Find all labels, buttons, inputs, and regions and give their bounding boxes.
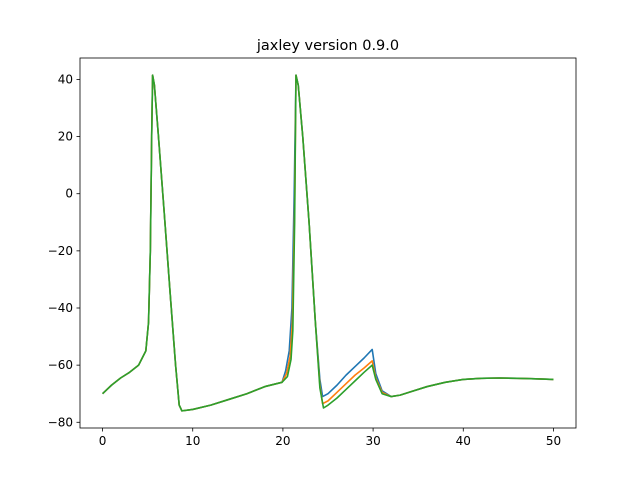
y-tick-label: −40	[48, 301, 73, 315]
x-tick-label: 50	[546, 434, 561, 448]
series-line-3	[101, 74, 554, 412]
axes-frame	[79, 57, 577, 429]
y-tick-label: 40	[58, 72, 73, 86]
x-tick-label: 40	[456, 434, 471, 448]
y-tick-label: −60	[48, 358, 73, 372]
y-tick-label: 20	[58, 130, 73, 144]
y-tick-label: 0	[65, 187, 73, 201]
x-tick-label: 0	[99, 434, 107, 448]
y-tick-label: −80	[48, 415, 73, 429]
series-layer	[101, 74, 554, 412]
x-tick-label: 30	[365, 434, 380, 448]
x-tick-label: 20	[275, 434, 290, 448]
x-tick-label: 10	[185, 434, 200, 448]
ticks-layer: 0 10 20 30 40 50 −80 −60 −40 −20 0 20 40	[48, 72, 561, 448]
y-tick-label: −20	[48, 244, 73, 258]
chart-title: jaxley version 0.9.0	[256, 38, 399, 54]
